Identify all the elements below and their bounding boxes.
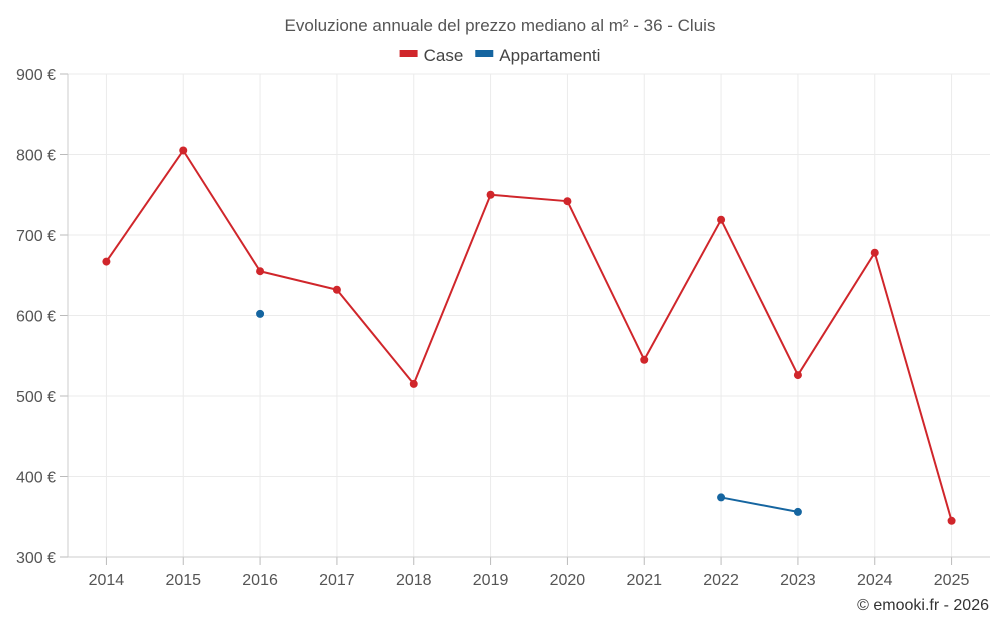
series-appartamenti xyxy=(256,309,802,516)
data-point xyxy=(256,309,265,318)
x-tick-label: 2019 xyxy=(473,572,509,589)
y-tick-label: 800 € xyxy=(16,148,56,165)
data-point xyxy=(332,285,341,294)
legend-label: Appartamenti xyxy=(499,46,600,65)
data-point xyxy=(793,507,802,516)
y-tick-label: 900 € xyxy=(16,67,56,84)
axes: 900 € 800 € 700 € 600 € 500 € 400 € 300 € 2014 2… xyxy=(16,67,990,589)
y-tick-label: 300 € xyxy=(16,550,56,567)
data-point xyxy=(947,516,956,525)
series-case xyxy=(102,146,956,525)
data-point xyxy=(870,248,879,257)
grid xyxy=(68,73,990,558)
x-tick-label: 2018 xyxy=(396,572,432,589)
data-point xyxy=(793,371,802,380)
y-tick-label: 600 € xyxy=(16,309,56,326)
series-layer xyxy=(102,146,956,525)
x-tick-label: 2025 xyxy=(934,572,970,589)
x-tick-label: 2015 xyxy=(165,572,201,589)
legend-swatch xyxy=(475,50,494,57)
series-line xyxy=(720,496,799,513)
y-tick-label: 500 € xyxy=(16,389,56,406)
data-point xyxy=(179,146,188,155)
data-point xyxy=(563,197,572,206)
x-tick-label: 2022 xyxy=(703,572,739,589)
y-tick-label: 700 € xyxy=(16,228,56,245)
x-tick-label: 2014 xyxy=(89,572,125,589)
data-point xyxy=(717,215,726,224)
x-tick-label: 2017 xyxy=(319,572,355,589)
data-point xyxy=(256,267,265,276)
x-tick-label: 2021 xyxy=(626,572,662,589)
legend-swatch xyxy=(399,50,418,57)
x-tick-label: 2016 xyxy=(242,572,278,589)
data-point xyxy=(717,493,726,502)
series-line xyxy=(105,149,953,522)
legend: Case Appartamenti xyxy=(399,46,600,65)
data-point xyxy=(102,257,111,266)
data-point xyxy=(409,379,418,388)
x-tick-label: 2024 xyxy=(857,572,893,589)
data-point xyxy=(640,355,649,364)
credit-text: © emooki.fr - 2026 xyxy=(857,597,989,614)
x-tick-label: 2023 xyxy=(780,572,816,589)
legend-label: Case xyxy=(424,46,464,65)
chart-title: Evoluzione annuale del prezzo mediano al… xyxy=(285,16,716,35)
y-tick-label: 400 € xyxy=(16,470,56,487)
x-tick-label: 2020 xyxy=(550,572,586,589)
data-point xyxy=(486,190,495,199)
